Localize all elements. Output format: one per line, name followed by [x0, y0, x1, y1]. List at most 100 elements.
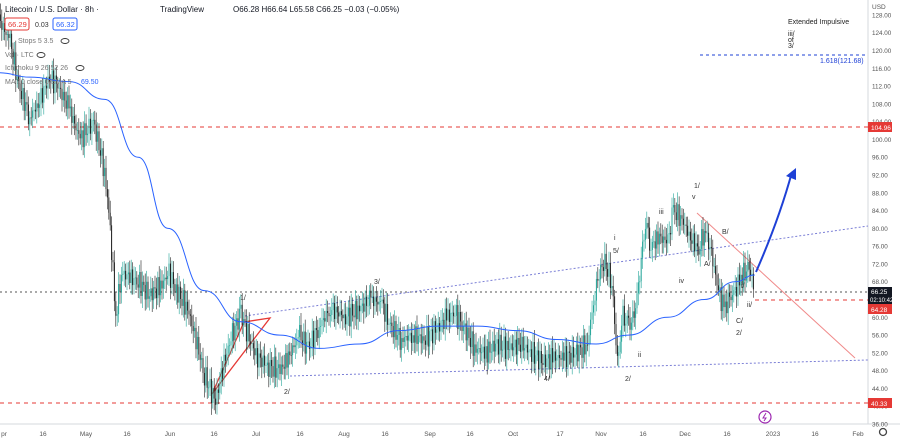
candle-body — [578, 345, 580, 362]
time-tick-label: Jul — [252, 431, 261, 438]
candle-body — [43, 86, 45, 103]
indicator-vol-label[interactable]: Vol · LTC — [5, 52, 34, 59]
symbol-title[interactable]: Litecoin / U.S. Dollar · 8h · — [5, 5, 99, 14]
candle-body — [713, 266, 715, 267]
candle-body — [667, 234, 669, 244]
candle-body — [436, 329, 438, 333]
candle-body — [168, 263, 170, 277]
candle-body — [69, 106, 71, 109]
candle-body — [226, 353, 228, 361]
candle-body — [633, 311, 635, 318]
candle-body — [240, 304, 242, 309]
price-tick-label: 116.00 — [872, 66, 891, 73]
candle-body — [750, 269, 752, 276]
candle-body — [271, 359, 273, 367]
candle-body — [189, 314, 191, 316]
candle-body — [567, 351, 569, 368]
candle-body — [550, 348, 552, 370]
channel-upper-line — [244, 225, 869, 317]
candle-body — [85, 123, 87, 136]
candle-body — [306, 341, 308, 354]
candle-body — [72, 116, 74, 123]
candle-body — [357, 305, 359, 320]
candle-body — [301, 340, 303, 345]
candle-body — [88, 118, 90, 134]
candle-body — [681, 215, 683, 219]
candle-body — [547, 354, 549, 359]
price-tick-label: 60.00 — [872, 315, 888, 322]
candle-body — [153, 287, 155, 301]
indicator-ichimoku-label[interactable]: Ichimoku 9 26 52 26 — [5, 65, 68, 72]
bid-price: 66.29 — [8, 20, 27, 29]
candle-body — [287, 351, 289, 368]
tag-64-bg — [868, 304, 892, 314]
candle-body — [443, 319, 445, 329]
candle-body — [222, 368, 224, 379]
candle-body — [97, 131, 99, 142]
indicator-ma-label[interactable]: MA 50 close 0 SMA 5 — [5, 79, 72, 86]
candle-body — [223, 354, 225, 379]
ask-box[interactable] — [52, 17, 78, 31]
bid-box[interactable] — [4, 17, 30, 31]
candle-body — [55, 75, 57, 84]
candle-body — [187, 301, 189, 311]
candle-body — [595, 278, 597, 301]
candle-body — [502, 349, 504, 351]
time-axis[interactable]: pr 16 May 16 Jun 16 Jul 16 Aug 16 Sep 16 Oct 17 Nov 16 D… — [1, 431, 864, 438]
candle-body — [705, 230, 707, 233]
price-tick-label: 88.00 — [872, 190, 888, 197]
candle-body — [545, 354, 547, 368]
wave-label: iii — [659, 209, 664, 216]
candle-body — [688, 231, 690, 236]
candle-body — [327, 310, 329, 313]
candle-body — [708, 232, 710, 249]
fib-target-label: 1.618(121.68) — [820, 58, 864, 65]
candle-body — [244, 319, 246, 322]
candle-body — [539, 351, 541, 369]
candle-body — [84, 123, 86, 148]
candle-body — [231, 323, 233, 342]
candle-body — [296, 338, 298, 346]
candle-body — [307, 341, 309, 343]
candle-body — [405, 336, 407, 338]
eye-icon[interactable] — [60, 38, 70, 44]
candle-body — [403, 337, 405, 342]
candle-body — [517, 337, 519, 355]
event-marker-icon[interactable] — [758, 410, 772, 424]
candle-body — [454, 315, 456, 317]
candle-body — [299, 324, 301, 338]
candle-body — [475, 344, 477, 353]
candle-body — [467, 327, 469, 341]
candle-body — [40, 88, 42, 105]
candle-body — [553, 351, 555, 363]
candle-body — [677, 204, 679, 221]
candle-body — [643, 239, 645, 242]
candle-body — [377, 301, 379, 305]
candle-body — [123, 270, 125, 274]
settings-gear-icon[interactable] — [878, 427, 888, 437]
candle-body — [538, 350, 540, 369]
candle-body — [178, 286, 180, 303]
candle-body — [462, 326, 464, 332]
brand-label: TradingView — [160, 5, 204, 14]
candle-body — [67, 95, 69, 109]
candle-body — [127, 272, 129, 275]
candle-body — [236, 318, 238, 326]
eye-icon[interactable] — [36, 52, 46, 58]
candle-body — [259, 353, 261, 358]
candle-body — [101, 148, 103, 156]
candle-body — [661, 236, 663, 243]
candle-body — [22, 87, 24, 100]
time-tick-label: Aug — [338, 431, 350, 438]
indicator-stops-label[interactable]: Stops 5 3.5 — [18, 38, 54, 45]
candle-body — [564, 346, 566, 361]
candle-body — [614, 296, 616, 325]
candle-body — [663, 236, 665, 243]
candle-body — [734, 286, 736, 291]
eye-icon[interactable] — [75, 65, 85, 71]
candle-body — [37, 103, 39, 108]
candle-body — [202, 358, 204, 373]
candle-body — [276, 368, 278, 378]
price-axis[interactable]: 36.0040.0044.0048.0052.0056.0060.0064.00… — [872, 12, 892, 428]
candle-body — [483, 346, 485, 359]
